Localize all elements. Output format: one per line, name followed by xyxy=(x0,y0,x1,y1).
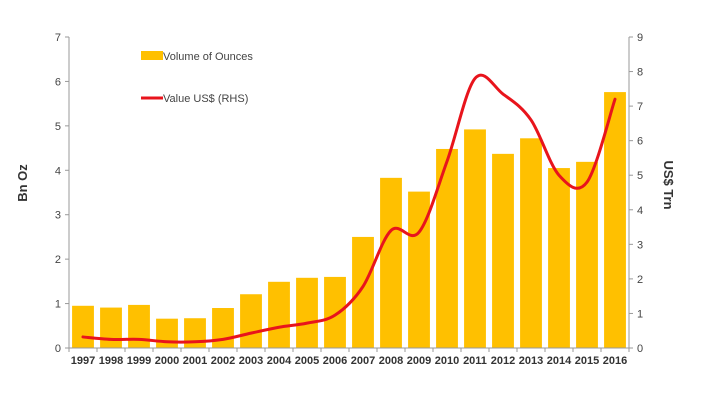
bar-2009 xyxy=(408,191,430,348)
y2-tick-label: 7 xyxy=(637,101,643,113)
y2-tick-label: 9 xyxy=(637,32,643,44)
line-layer xyxy=(81,73,617,344)
x-tick-label: 2002 xyxy=(211,355,235,367)
y-tick-label: 0 xyxy=(55,343,61,355)
ticks-layer: 0 1 2 3 4 5 6 7 0 1 2 3 4 5 6 7 8 9 xyxy=(55,32,643,355)
y2-tick-label: 6 xyxy=(637,136,643,148)
x-tick-label: 1997 xyxy=(71,355,95,367)
categories-layer: 1997 1998 1999 2000 2001 2002 2003 2004 2005 2006… xyxy=(68,348,630,367)
y-tick-label: 5 xyxy=(55,121,61,133)
y2-tick-label: 8 xyxy=(637,67,643,79)
x-tick-label: 2006 xyxy=(323,355,347,367)
x-tick-label: 2016 xyxy=(603,355,627,367)
y-tick-label: 1 xyxy=(55,299,61,311)
x-tick-label: 2005 xyxy=(295,355,319,367)
x-tick-label: 2010 xyxy=(435,355,459,367)
legend-swatch-volume xyxy=(141,51,163,60)
x-tick-label: 2015 xyxy=(575,355,599,367)
x-tick-label: 2003 xyxy=(239,355,263,367)
x-tick-label: 2011 xyxy=(463,355,487,367)
legend-label-volume: Volume of Ounces xyxy=(163,51,253,63)
bar-2004 xyxy=(268,281,290,348)
bar-2008 xyxy=(380,177,402,348)
y2-tick-label: 3 xyxy=(637,239,643,251)
x-tick-label: 2004 xyxy=(267,355,292,367)
y2-axis-title: US$ Trn xyxy=(661,160,676,209)
y2-tick-label: 2 xyxy=(637,274,643,286)
y2-tick-label: 1 xyxy=(637,308,643,320)
x-tick-label: 2009 xyxy=(407,355,431,367)
y-tick-label: 4 xyxy=(55,165,61,177)
x-tick-label: 2014 xyxy=(547,355,572,367)
bar-2011 xyxy=(464,129,486,348)
x-tick-label: 1998 xyxy=(99,355,123,367)
bar-2014 xyxy=(548,168,570,348)
axes-layer xyxy=(68,37,630,349)
x-tick-label: 1999 xyxy=(127,355,151,367)
y2-tick-label: 5 xyxy=(637,170,643,182)
bar-2000 xyxy=(156,318,178,348)
bar-2002 xyxy=(212,308,234,348)
bar-2007 xyxy=(352,236,374,348)
bar-1997 xyxy=(72,305,94,348)
y-tick-label: 3 xyxy=(55,210,61,222)
bar-1999 xyxy=(128,304,150,348)
bar-2006 xyxy=(324,276,346,348)
y2-tick-label: 0 xyxy=(637,343,643,355)
bar-2013 xyxy=(520,138,542,348)
x-tick-label: 2001 xyxy=(183,355,207,367)
x-tick-label: 2007 xyxy=(351,355,375,367)
bar-2010 xyxy=(436,148,458,348)
bar-1998 xyxy=(100,307,122,348)
bar-2015 xyxy=(576,161,598,348)
y2-tick-label: 4 xyxy=(637,205,643,217)
legend: Volume of Ounces Value US$ (RHS) xyxy=(141,51,253,105)
bar-2016 xyxy=(604,92,626,348)
y-tick-label: 6 xyxy=(55,76,61,88)
x-tick-label: 2012 xyxy=(491,355,515,367)
bar-2001 xyxy=(184,318,206,348)
x-tick-label: 2008 xyxy=(379,355,403,367)
x-tick-label: 2000 xyxy=(155,355,179,367)
bar-2005 xyxy=(296,277,318,348)
y-tick-label: 2 xyxy=(55,254,61,266)
bar-2003 xyxy=(240,294,262,348)
series-line-value xyxy=(81,73,617,344)
y-axis-title: Bn Oz xyxy=(15,164,30,202)
bars-layer xyxy=(72,92,626,348)
x-tick-label: 2013 xyxy=(519,355,543,367)
bar-2012 xyxy=(492,153,514,348)
legend-label-value: Value US$ (RHS) xyxy=(163,93,248,105)
y-tick-label: 7 xyxy=(55,32,61,44)
